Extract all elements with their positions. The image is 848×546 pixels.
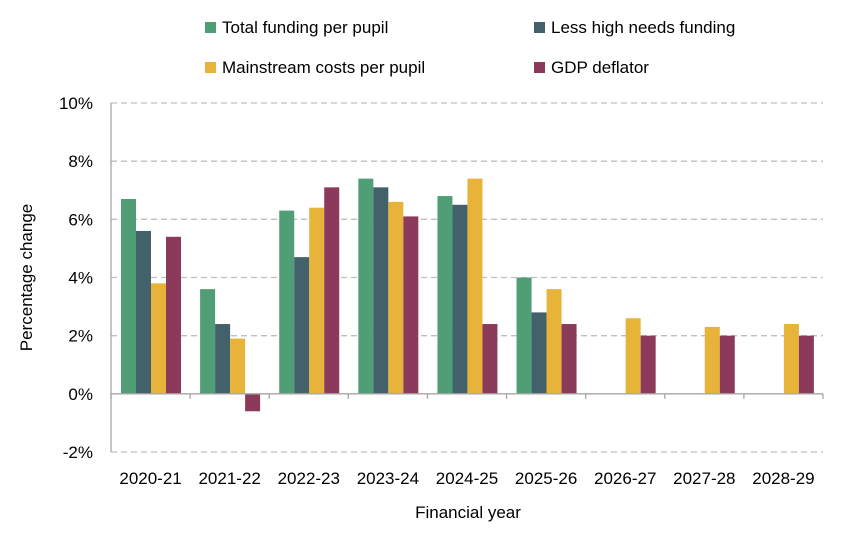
x-tick-label: 2027-28 bbox=[673, 469, 735, 488]
bar bbox=[230, 338, 246, 394]
bar bbox=[403, 216, 419, 394]
legend-swatch bbox=[205, 62, 216, 73]
y-tick-label: 2% bbox=[68, 327, 93, 346]
bar bbox=[121, 198, 136, 394]
bar bbox=[546, 289, 562, 394]
bar bbox=[719, 335, 735, 394]
bar bbox=[136, 230, 151, 394]
x-axis-title: Financial year bbox=[415, 503, 521, 522]
bar bbox=[324, 187, 340, 394]
x-tick-label: 2020-21 bbox=[119, 469, 181, 488]
bar bbox=[531, 312, 547, 394]
legend-label: Mainstream costs per pupil bbox=[222, 58, 425, 77]
y-tick-label: 4% bbox=[68, 269, 93, 288]
bar bbox=[294, 257, 310, 394]
legend-swatch bbox=[534, 62, 545, 73]
bar bbox=[373, 187, 389, 394]
bar bbox=[704, 326, 720, 394]
x-tick-label: 2024-25 bbox=[436, 469, 498, 488]
y-tick-label: 8% bbox=[68, 152, 93, 171]
legend: Total funding per pupil Less high needs f… bbox=[205, 18, 735, 77]
y-tick-label: 6% bbox=[68, 210, 93, 229]
x-tick-label: 2021-22 bbox=[198, 469, 260, 488]
bar bbox=[200, 289, 216, 394]
bar bbox=[625, 318, 641, 394]
x-tick-label: 2026-27 bbox=[594, 469, 656, 488]
x-tick-label: 2028-29 bbox=[752, 469, 814, 488]
bar bbox=[215, 324, 231, 394]
x-tick-label: 2025-26 bbox=[515, 469, 577, 488]
legend-label: GDP deflator bbox=[551, 58, 649, 77]
bar bbox=[388, 201, 404, 394]
bar bbox=[166, 236, 181, 394]
x-tick-label: 2023-24 bbox=[357, 469, 419, 488]
y-tick-label: 10% bbox=[59, 94, 93, 113]
legend-label: Less high needs funding bbox=[551, 18, 735, 37]
bar bbox=[452, 204, 468, 394]
y-tick-label: -2% bbox=[63, 443, 93, 462]
x-tick-label: 2022-23 bbox=[278, 469, 340, 488]
bar bbox=[640, 335, 656, 394]
y-tick-label: 0% bbox=[68, 385, 93, 404]
bar bbox=[245, 393, 261, 412]
bar bbox=[516, 277, 532, 394]
bar bbox=[467, 178, 483, 394]
y-axis-title: Percentage change bbox=[17, 204, 36, 351]
bar bbox=[798, 335, 814, 394]
bar bbox=[783, 324, 799, 394]
legend-swatch bbox=[205, 22, 216, 33]
bar bbox=[437, 196, 453, 394]
legend-label: Total funding per pupil bbox=[222, 18, 388, 37]
bars bbox=[121, 178, 814, 412]
bar bbox=[279, 210, 295, 394]
axes: -2% 0% 2% 4% 6% 8% 10% 2020-21 2021-22 2022-23 202… bbox=[59, 94, 824, 488]
bar bbox=[309, 207, 325, 394]
legend-swatch bbox=[534, 22, 545, 33]
bar bbox=[358, 178, 374, 394]
bar bbox=[482, 324, 498, 394]
bar bbox=[151, 283, 166, 394]
bar bbox=[561, 324, 577, 394]
